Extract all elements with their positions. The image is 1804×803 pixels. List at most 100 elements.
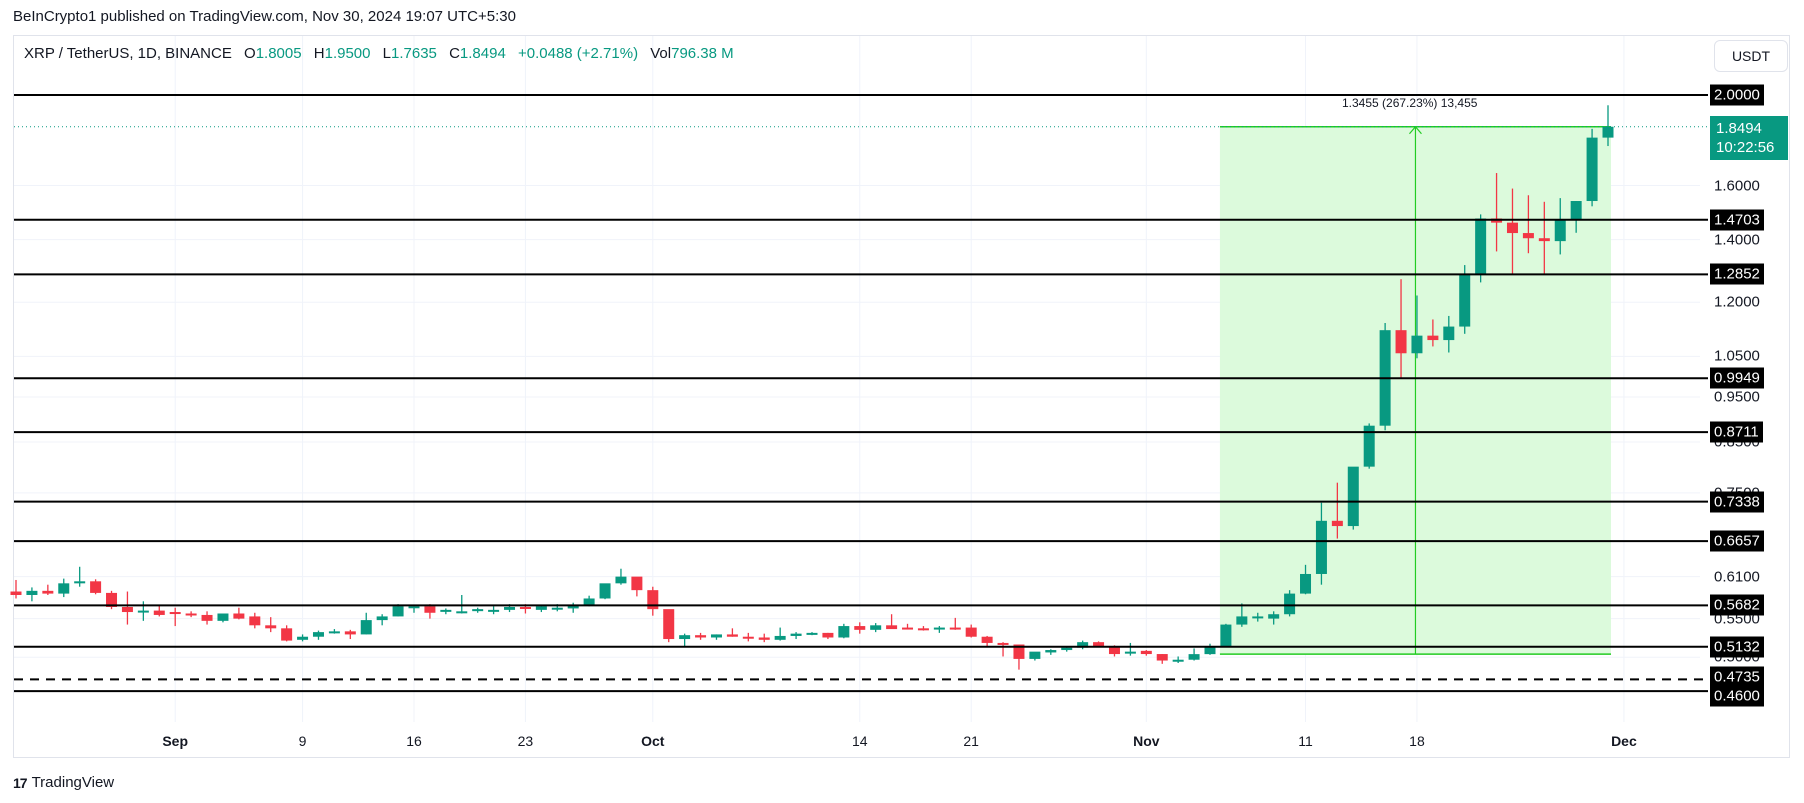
candle [472, 607, 484, 613]
level-price-label: 0.4735 [1710, 666, 1764, 688]
bar-countdown: 10:22:56 [1716, 139, 1775, 156]
candle [933, 626, 945, 633]
volume-label: Vol [650, 45, 672, 62]
candle [185, 611, 197, 618]
time-tick-label: Sep [162, 733, 189, 749]
candle [758, 633, 770, 643]
candle [695, 632, 707, 640]
candle [1236, 603, 1248, 627]
candle [1459, 265, 1471, 334]
tradingview-footer: 17 TradingView [13, 774, 114, 791]
candle [1045, 649, 1057, 655]
ohlc-legend: XRP / TetherUS, 1D, BINANCE O1.8005 H1.9… [24, 45, 734, 62]
candle [679, 633, 691, 647]
candle [965, 624, 977, 638]
published-info: BeInCrypto1 published on TradingView.com… [13, 8, 516, 25]
candle [1522, 195, 1534, 254]
current-price-badge: 1.8494 10:22:56 [1710, 116, 1788, 160]
time-tick-label: Nov [1133, 733, 1160, 749]
time-tick-label: 11 [1298, 733, 1313, 749]
candle [1124, 642, 1136, 656]
candle [886, 614, 898, 630]
level-price-label: 0.6657 [1710, 530, 1764, 552]
candle [1268, 611, 1280, 625]
candle [1156, 654, 1168, 664]
candle [949, 617, 961, 630]
candle [169, 607, 181, 627]
candle [1506, 188, 1518, 274]
volume-value: 796.38 M [671, 45, 734, 62]
brand-name: TradingView [31, 774, 115, 791]
open-label: O [244, 45, 256, 62]
currency-unit-button[interactable]: USDT [1714, 40, 1788, 72]
candle [1252, 612, 1264, 622]
candle [488, 606, 500, 615]
candle [217, 613, 229, 623]
candle [1443, 315, 1455, 353]
candle [615, 568, 627, 585]
candle [1602, 105, 1614, 147]
candle [1140, 650, 1152, 656]
candle [1554, 198, 1566, 255]
candle [121, 591, 133, 625]
candle [249, 612, 261, 629]
candle [902, 623, 914, 630]
candle [26, 587, 38, 602]
candle [1538, 201, 1550, 274]
time-tick-label: 21 [963, 733, 979, 749]
time-tick-label: Oct [641, 733, 665, 749]
candle [1347, 466, 1359, 530]
level-price-label: 0.8711 [1710, 421, 1763, 443]
candle [408, 606, 420, 613]
candle [1475, 214, 1487, 283]
price-tick-label: 0.6100 [1714, 568, 1760, 586]
candle [1363, 423, 1375, 469]
candle [281, 625, 293, 642]
level-price-label: 1.2852 [1710, 263, 1764, 285]
candle [1013, 644, 1025, 670]
candle [726, 628, 738, 637]
candle [233, 607, 245, 620]
open-value: 1.8005 [255, 45, 302, 62]
candle [265, 617, 277, 633]
candle [1586, 128, 1598, 207]
candle [870, 623, 882, 633]
time-tick-label: Dec [1611, 733, 1637, 749]
change-value: +0.0488 (+2.71%) [517, 45, 639, 62]
candle [312, 630, 324, 640]
candle [424, 604, 436, 619]
candle [74, 566, 86, 587]
candle [822, 632, 834, 640]
candle [1029, 651, 1041, 661]
candle [1077, 640, 1089, 650]
chart-frame [13, 35, 1790, 758]
high-label: H [313, 45, 325, 62]
low-value: 1.7635 [391, 45, 437, 62]
high-value: 1.9500 [324, 45, 371, 62]
symbol-label[interactable]: XRP / TetherUS, 1D, BINANCE [24, 45, 232, 62]
price-tick-label: 0.9500 [1714, 388, 1760, 406]
candle [599, 583, 611, 600]
candle [153, 604, 165, 617]
candle [1220, 623, 1232, 647]
candle [137, 601, 149, 621]
time-tick-label: 23 [517, 733, 534, 749]
close-label: C [449, 45, 460, 62]
level-price-label: 1.4703 [1710, 209, 1764, 231]
candle [1300, 564, 1312, 595]
candle [90, 579, 102, 595]
time-tick-label: 18 [1409, 733, 1425, 749]
candle [854, 622, 866, 634]
low-label: L [382, 45, 392, 62]
candle [328, 629, 340, 634]
candle [663, 609, 675, 643]
candle [1331, 482, 1343, 539]
candle [10, 579, 22, 599]
level-price-label: 0.5132 [1710, 636, 1764, 658]
candle [790, 632, 802, 640]
candle [1395, 279, 1407, 379]
price-tick-label: 1.4000 [1714, 231, 1760, 249]
candle [456, 594, 468, 614]
candle [838, 623, 850, 639]
